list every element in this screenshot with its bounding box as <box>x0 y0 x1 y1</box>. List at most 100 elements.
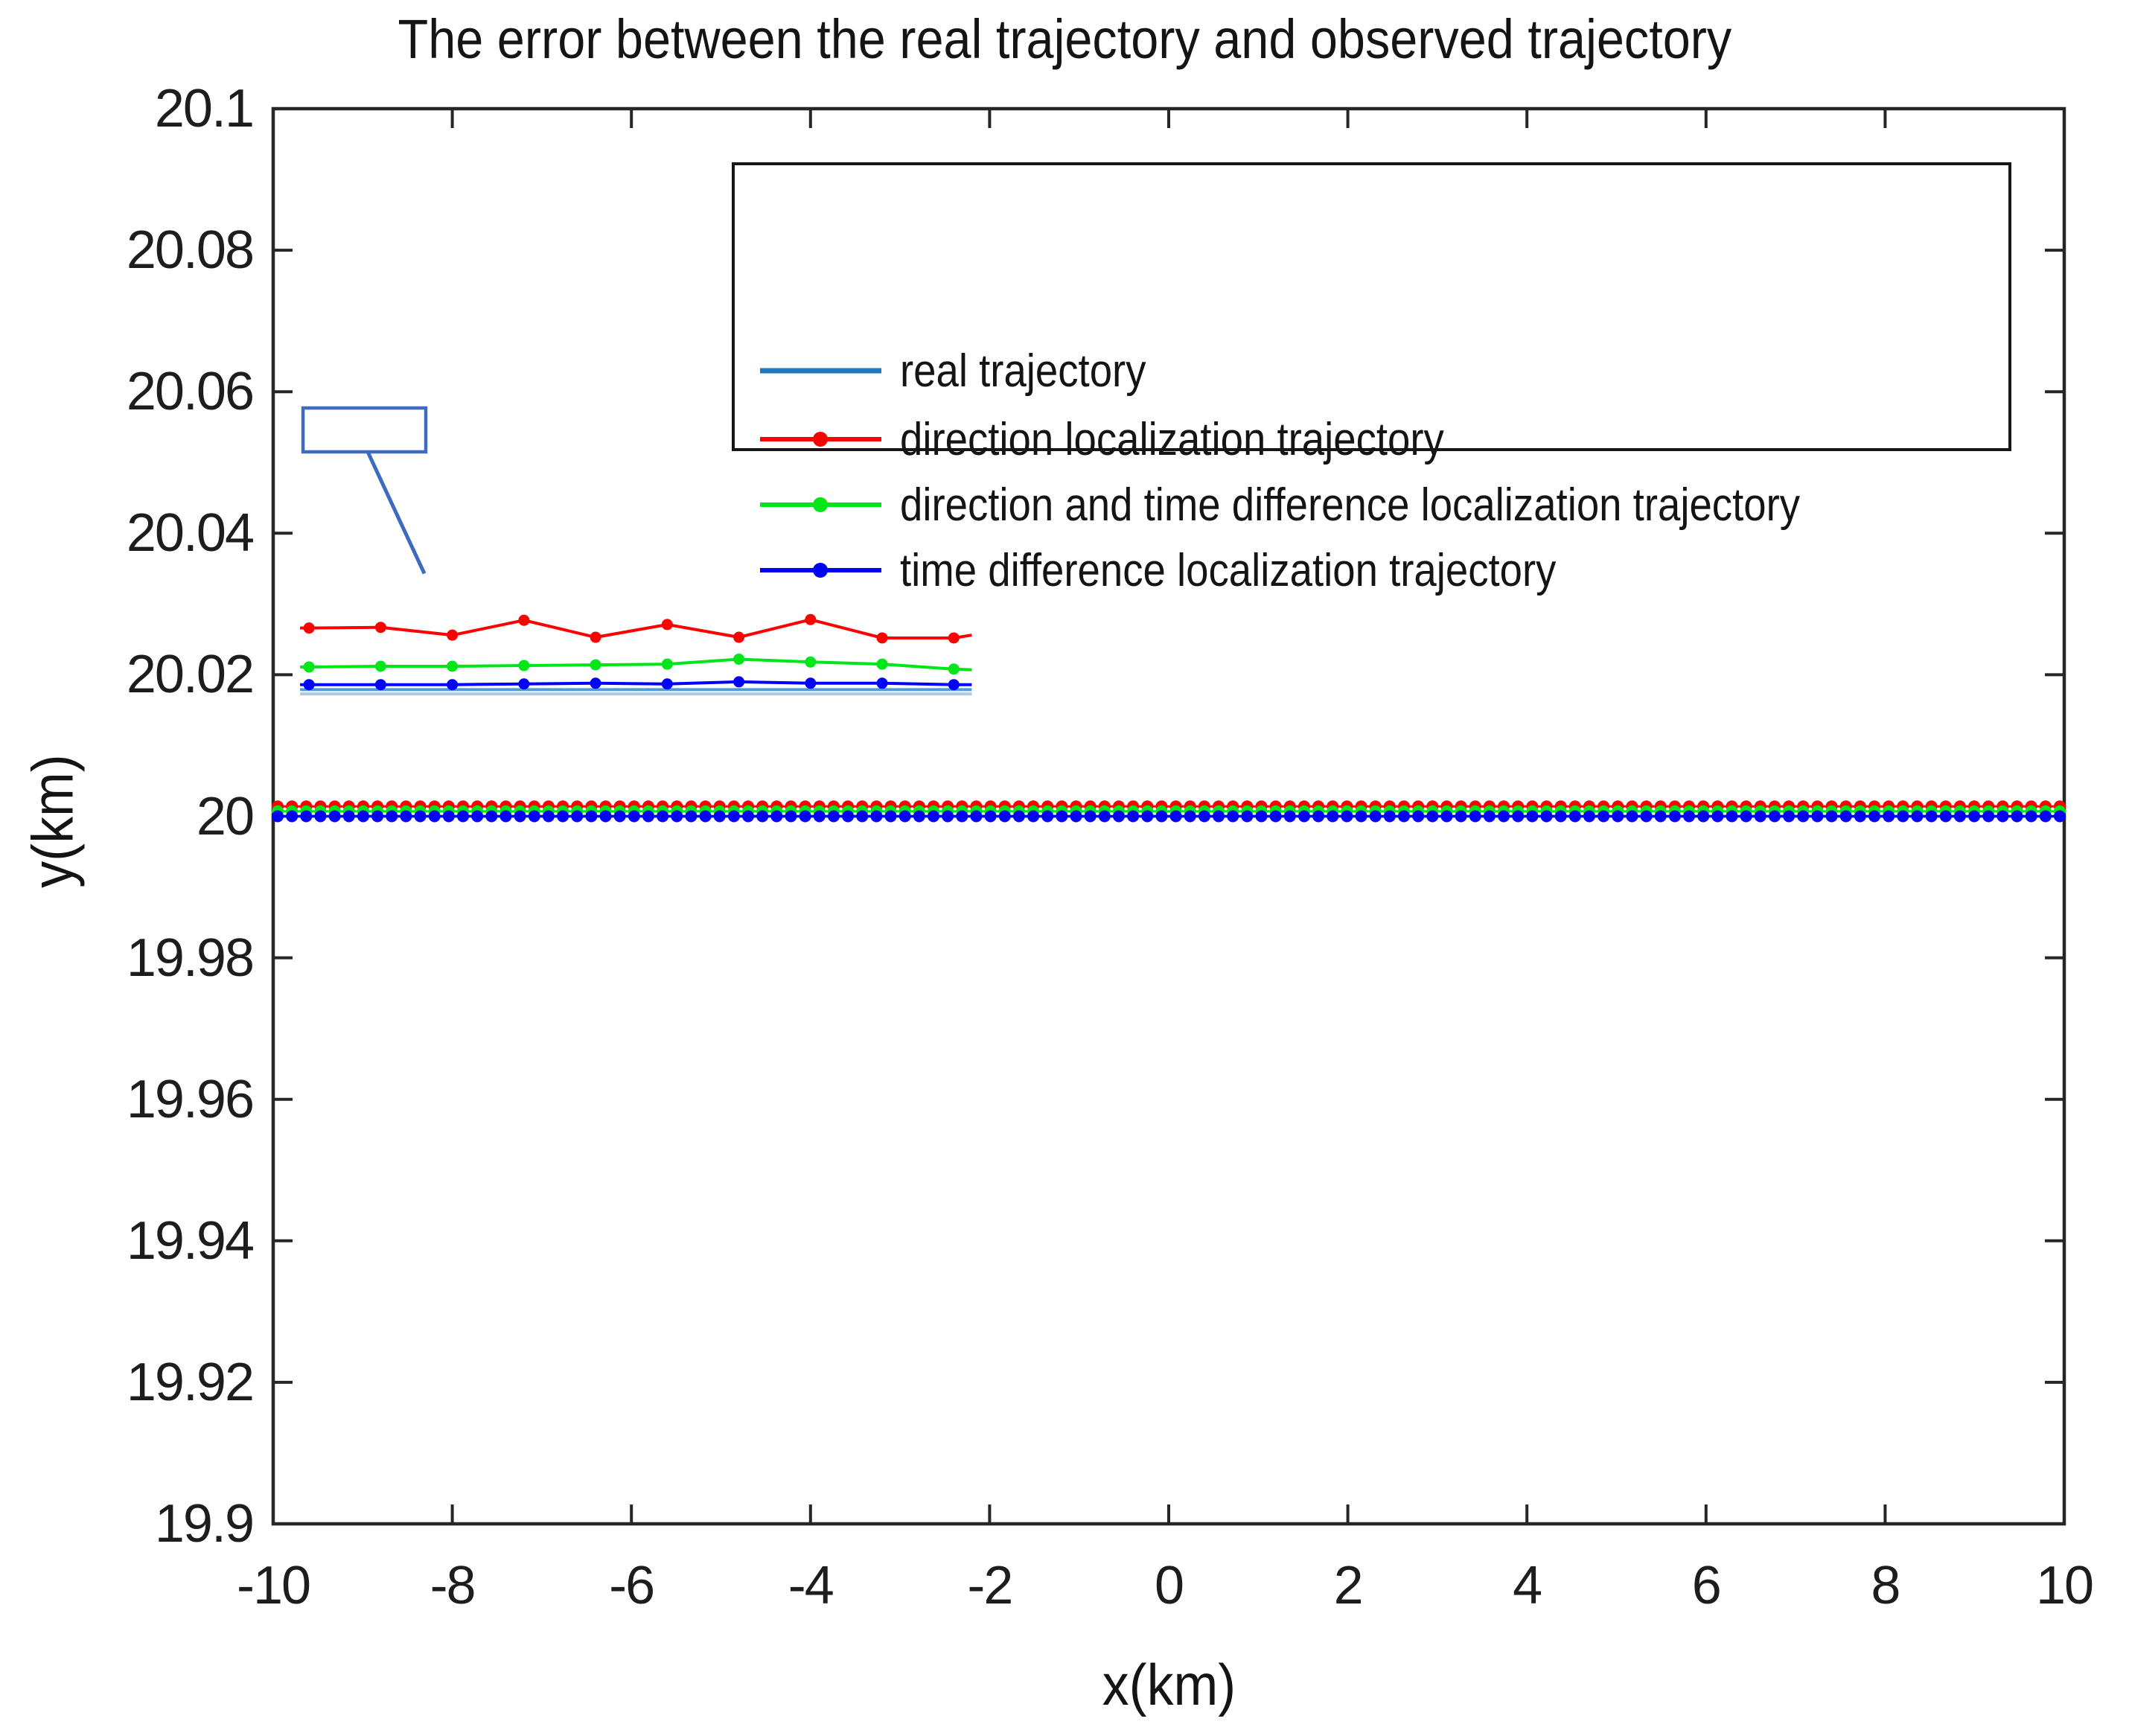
series-marker <box>1098 810 1111 823</box>
series-marker <box>471 810 484 823</box>
inset-marker <box>805 613 817 625</box>
series-marker <box>1283 810 1296 823</box>
inset-marker <box>733 631 745 643</box>
inset-marker <box>374 660 386 672</box>
series-marker <box>557 810 569 823</box>
x-axis-label: x(km) <box>1102 1652 1236 1717</box>
series-marker <box>898 810 911 823</box>
inset-marker <box>518 678 530 690</box>
series-marker <box>1498 810 1510 823</box>
chart-title-text: The error between the real trajectory an… <box>398 8 1731 70</box>
series-marker <box>428 810 441 823</box>
series-marker <box>1654 810 1667 823</box>
series-marker <box>1982 810 1995 823</box>
y-tick-label: 19.9 <box>154 1494 255 1554</box>
series-marker <box>998 810 1011 823</box>
series-marker <box>1768 810 1781 823</box>
inset-marker <box>447 629 459 641</box>
series-marker <box>685 810 698 823</box>
inset-marker <box>948 663 960 675</box>
legend-line-dot-icon <box>760 563 881 578</box>
legend-label: time difference localization trajectory <box>900 544 1557 596</box>
series-marker <box>1312 810 1325 823</box>
series-marker <box>300 810 313 823</box>
inset-marker <box>805 656 817 668</box>
inset-marker <box>303 679 315 691</box>
legend-sample-marker <box>813 497 828 512</box>
series-marker <box>1227 810 1239 823</box>
series-marker <box>386 810 398 823</box>
series-marker <box>1383 810 1396 823</box>
inset-marker <box>733 653 745 665</box>
series-marker <box>1626 810 1638 823</box>
annotation-leader-line <box>366 450 427 575</box>
x-tick-label: 4 <box>1513 1556 1542 1615</box>
series-marker <box>1041 810 1054 823</box>
x-tick-label: -8 <box>430 1556 476 1615</box>
inset-marker <box>374 622 386 634</box>
series-marker <box>913 810 925 823</box>
series-marker <box>742 810 755 823</box>
series-marker <box>442 810 455 823</box>
inset-marker <box>518 660 530 671</box>
series-marker <box>1568 810 1581 823</box>
y-tick-label: 20.1 <box>154 79 255 138</box>
legend-entry-real-trajectory: real trajectory <box>735 336 2008 405</box>
series-marker <box>342 810 355 823</box>
x-tick-label: -4 <box>788 1556 834 1615</box>
inset-marker <box>590 659 601 671</box>
series-marker <box>1369 810 1382 823</box>
series-marker <box>1883 810 1895 823</box>
inset-line-direction-and-time-difference-localization-trajectory <box>300 657 972 671</box>
series-marker <box>970 810 983 823</box>
annotation-rectangle <box>301 406 428 454</box>
series-marker <box>813 810 826 823</box>
series-marker <box>713 810 726 823</box>
series-marker <box>870 810 883 823</box>
series-marker <box>1897 810 1909 823</box>
series-marker <box>1811 810 1824 823</box>
series-marker <box>499 810 512 823</box>
series-marker <box>1968 810 1981 823</box>
series-marker <box>1726 810 1738 823</box>
x-tick-label: 6 <box>1691 1556 1722 1615</box>
series-marker <box>1925 810 1938 823</box>
legend-line-dot-icon <box>760 497 881 512</box>
series-marker <box>1412 810 1425 823</box>
y-tick-label: 19.92 <box>126 1352 255 1412</box>
series-marker <box>785 810 797 823</box>
inset-marker <box>948 679 960 691</box>
y-tick-label: 19.98 <box>126 928 255 988</box>
inset-marker <box>876 677 888 689</box>
series-marker <box>2039 810 2052 823</box>
series-marker <box>1839 810 1852 823</box>
series-marker <box>727 810 740 823</box>
inset-marker <box>374 679 386 691</box>
series-marker <box>571 810 584 823</box>
series-marker <box>1241 810 1254 823</box>
series-marker <box>2025 810 2037 823</box>
series-marker <box>1640 810 1653 823</box>
x-tick-label: -10 <box>236 1556 311 1615</box>
series-marker <box>1740 810 1752 823</box>
series-marker <box>1012 810 1025 823</box>
series-marker <box>1255 810 1268 823</box>
series-marker <box>1526 810 1539 823</box>
series-marker <box>884 810 897 823</box>
series-marker <box>272 810 284 823</box>
inset-marker <box>661 619 673 631</box>
inset-marker <box>805 677 817 689</box>
inset-marker <box>590 631 601 643</box>
series-marker <box>2053 810 2066 823</box>
inset-marker <box>661 658 673 670</box>
inset-marker <box>303 661 315 673</box>
series-marker <box>1269 810 1282 823</box>
series-marker <box>657 810 669 823</box>
legend-entry-direction-localization: direction localization trajectory <box>735 405 2008 473</box>
series-marker <box>1583 810 1595 823</box>
series-marker <box>827 810 840 823</box>
series-marker <box>328 810 341 823</box>
x-tick-label: -6 <box>609 1556 655 1615</box>
series-marker <box>1612 810 1624 823</box>
